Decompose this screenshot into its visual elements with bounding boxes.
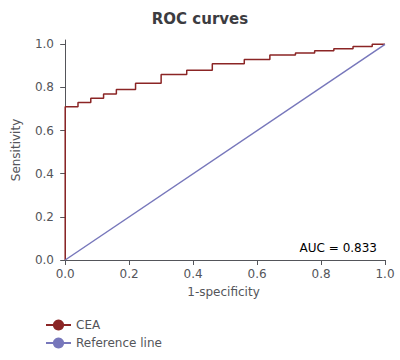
- svg-text:Reference line: Reference line: [76, 336, 162, 350]
- svg-text:0.4: 0.4: [35, 167, 54, 181]
- svg-text:1.0: 1.0: [35, 37, 54, 51]
- svg-text:1.0: 1.0: [375, 267, 394, 281]
- svg-text:1-specificity: 1-specificity: [187, 285, 259, 299]
- svg-text:0.6: 0.6: [35, 124, 54, 138]
- svg-text:0.8: 0.8: [311, 267, 330, 281]
- svg-text:0.4: 0.4: [184, 267, 203, 281]
- svg-text:Sensitivity: Sensitivity: [9, 119, 23, 181]
- svg-text:0.0: 0.0: [35, 253, 54, 267]
- svg-text:ROC curves: ROC curves: [152, 10, 248, 28]
- svg-text:0.2: 0.2: [120, 267, 139, 281]
- svg-text:0.8: 0.8: [35, 80, 54, 94]
- svg-text:0.0: 0.0: [56, 267, 75, 281]
- svg-text:0.2: 0.2: [35, 210, 54, 224]
- svg-text:CEA: CEA: [76, 318, 101, 332]
- svg-text:0.6: 0.6: [248, 267, 267, 281]
- svg-text:AUC = 0.833: AUC = 0.833: [300, 241, 377, 255]
